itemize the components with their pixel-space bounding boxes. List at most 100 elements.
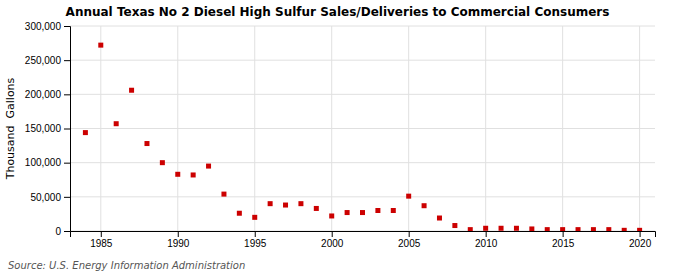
point xyxy=(576,227,581,231)
point xyxy=(637,228,642,231)
y-tick-label: 50,000 xyxy=(30,192,61,203)
point xyxy=(298,201,303,206)
y-tick: 150,000 xyxy=(25,123,70,134)
plot-area: 1985 1990 1995 2000 2005 2010 2015 2020 0 50,000 1… xyxy=(25,21,656,249)
x-tick-label: 2000 xyxy=(321,238,344,249)
y-tick: 200,000 xyxy=(25,89,70,100)
y-tick-mark xyxy=(64,231,70,232)
y-tick-mark xyxy=(64,94,70,95)
x-tick-mark xyxy=(563,231,564,237)
x-tick: 2000 xyxy=(321,231,344,249)
x-tick-mark xyxy=(409,231,410,237)
x-tick-mark xyxy=(255,231,256,237)
x-tick-label: 2015 xyxy=(552,238,575,249)
x-tick-label: 2010 xyxy=(475,238,498,249)
grid-line-x xyxy=(562,26,563,231)
point xyxy=(560,227,565,231)
annotation: Source: U.S. Energy Information Administ… xyxy=(8,260,245,271)
y-tick-mark xyxy=(64,129,70,130)
y-tick-label: 100,000 xyxy=(25,157,62,168)
y-tick-mark xyxy=(64,197,70,198)
x-tick-label: 1985 xyxy=(90,238,113,249)
x-tick-mark xyxy=(486,231,487,237)
point xyxy=(606,227,611,231)
point xyxy=(591,227,596,231)
y-tick-label: 250,000 xyxy=(25,55,62,66)
y-tick-label: 300,000 xyxy=(25,21,62,32)
grid-line-y xyxy=(70,196,655,197)
point xyxy=(529,226,534,231)
y-tick-label: 200,000 xyxy=(25,89,62,100)
grid-line-x xyxy=(408,26,409,231)
title: Annual Texas No 2 Diesel High Sulfur Sal… xyxy=(66,5,610,19)
grid-line-x xyxy=(485,26,486,231)
x-tick-label: 1990 xyxy=(167,238,190,249)
point xyxy=(83,130,88,135)
point xyxy=(391,208,396,213)
point xyxy=(375,208,380,213)
point xyxy=(406,194,411,199)
points xyxy=(83,43,642,231)
point xyxy=(144,141,149,146)
y-tick-mark xyxy=(64,60,70,61)
point xyxy=(175,172,180,177)
x-tick-mark xyxy=(332,231,333,237)
grid-line-x xyxy=(254,26,255,231)
grid xyxy=(70,26,655,231)
point xyxy=(98,43,103,48)
point xyxy=(422,203,427,208)
point xyxy=(252,215,257,220)
grid-line-x xyxy=(177,26,178,231)
point xyxy=(268,201,273,206)
x-tick: 1995 xyxy=(244,231,267,249)
grid-line-y xyxy=(70,94,655,95)
point xyxy=(329,213,334,218)
point xyxy=(622,228,627,231)
y-tick-mark xyxy=(64,163,70,164)
point xyxy=(314,206,319,211)
x-tick-mark xyxy=(101,231,102,237)
point xyxy=(206,164,211,169)
y-tick-mark xyxy=(64,26,70,27)
point xyxy=(514,226,519,231)
x-tick: 2015 xyxy=(552,231,575,249)
grid-line-x xyxy=(331,26,332,231)
point xyxy=(545,227,550,231)
point xyxy=(499,226,504,231)
grid-line-y xyxy=(70,26,655,27)
y-tick: 250,000 xyxy=(25,55,70,66)
point xyxy=(283,203,288,208)
grid-line-y xyxy=(70,60,655,61)
point xyxy=(237,211,242,216)
chart: 1985 1990 1995 2000 2005 2010 2015 2020 0 50,000 1… xyxy=(0,0,675,275)
point xyxy=(483,226,488,231)
y-axis-line xyxy=(64,27,71,232)
point xyxy=(191,172,196,177)
point xyxy=(160,160,165,165)
grid-line-x xyxy=(100,26,101,231)
x-tick-label: 1995 xyxy=(244,238,267,249)
y-tick-label: 150,000 xyxy=(25,123,62,134)
point xyxy=(345,210,350,215)
x-tick: 1990 xyxy=(167,231,190,249)
x-tick-mark xyxy=(178,231,179,237)
point xyxy=(360,210,365,215)
y-tick: 100,000 xyxy=(25,157,70,168)
grid-line-y xyxy=(70,162,655,163)
point xyxy=(114,121,119,126)
point xyxy=(437,216,442,221)
y-tick: 50,000 xyxy=(30,192,70,203)
y-tick: 0 xyxy=(55,226,70,237)
y-axis: 0 50,000 100,000 150,000 200,000 250,000 300,0… xyxy=(25,21,71,237)
grid-line-y xyxy=(70,128,655,129)
y-tick: 300,000 xyxy=(25,21,70,32)
x-tick-label: 2020 xyxy=(629,238,652,249)
x-axis-line xyxy=(71,232,656,238)
y-axis-title: Thousand Gallons xyxy=(4,77,17,180)
y-tick-label: 0 xyxy=(55,226,61,237)
x-tick-mark xyxy=(640,231,641,237)
x-tick: 2010 xyxy=(475,231,498,249)
point xyxy=(129,88,134,93)
x-tick: 2005 xyxy=(398,231,421,249)
point xyxy=(468,227,473,231)
